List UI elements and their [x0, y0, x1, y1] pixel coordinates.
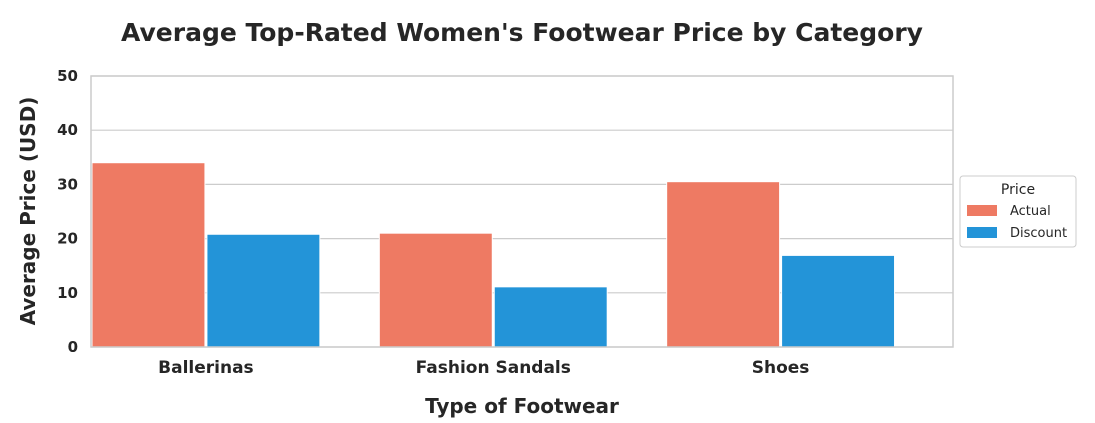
x-axis-ticks: Ballerinas Fashion Sandals Shoes: [158, 358, 809, 378]
legend: Price Actual Discount: [959, 175, 1077, 248]
legend-label-actual: Actual: [1010, 204, 1051, 219]
bar-actual-fashion-sandals: [378, 232, 493, 348]
legend-label-discount: Discount: [1010, 226, 1067, 241]
y-axis-ticks: 0 10 20 30 40 50: [57, 67, 78, 356]
x-axis-label: Type of Footwear: [425, 394, 619, 418]
legend-swatch-discount: [967, 227, 997, 238]
bar-actual-ballerinas: [91, 162, 206, 348]
y-tick-label: 10: [57, 284, 78, 302]
y-tick-label: 30: [57, 175, 78, 193]
bars: [91, 162, 896, 348]
y-axis-label: Average Price (USD): [16, 97, 40, 326]
bar-discount-fashion-sandals: [493, 286, 608, 348]
bar-discount-ballerinas: [206, 233, 321, 348]
bar-discount-shoes: [781, 254, 896, 348]
plot-area-frame: [90, 75, 954, 348]
y-tick-label: 0: [68, 338, 78, 356]
legend-title: Price: [1001, 182, 1035, 198]
chart-title: Average Top-Rated Women's Footwear Price…: [121, 18, 923, 47]
legend-swatch-actual: [967, 205, 997, 216]
y-tick-label: 50: [57, 67, 78, 85]
y-tick-label: 40: [57, 121, 78, 139]
x-tick-label: Fashion Sandals: [416, 358, 571, 378]
bar-actual-shoes: [666, 181, 781, 348]
x-tick-label: Shoes: [752, 358, 810, 378]
y-tick-label: 20: [57, 230, 78, 248]
x-tick-label: Ballerinas: [158, 358, 254, 378]
